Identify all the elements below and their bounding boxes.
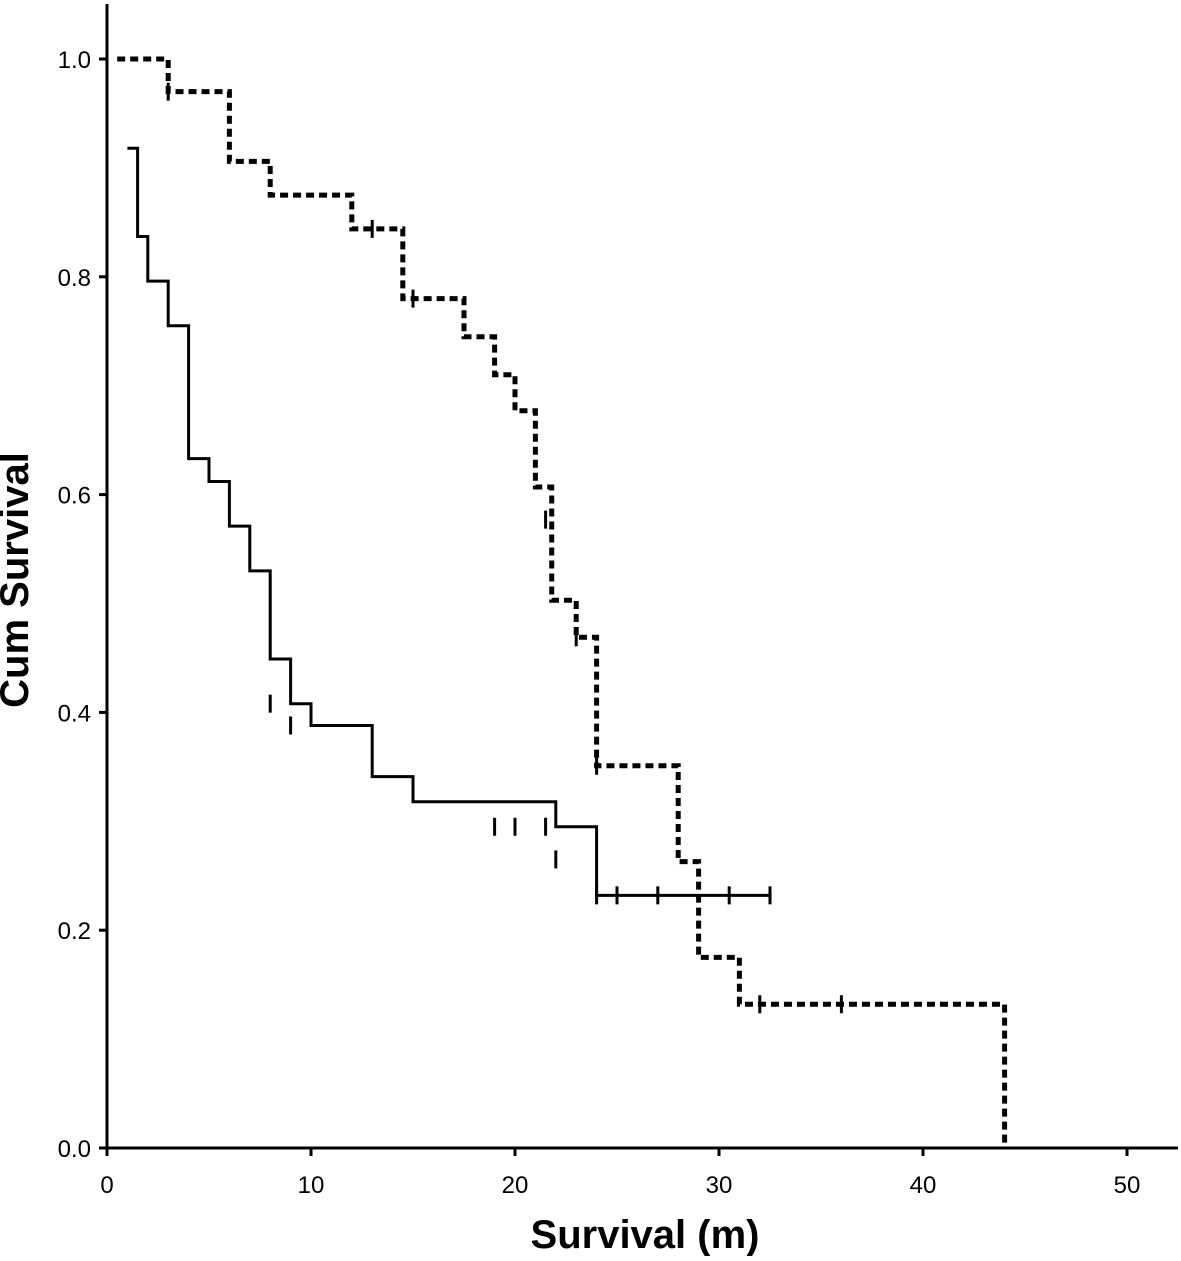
series-layer [117, 56, 1008, 1148]
y-tick-label: 1.0 [58, 47, 91, 74]
y-tick-label: 0.4 [58, 700, 91, 727]
series-dashed [117, 56, 1008, 1148]
y-tick-label: 0.0 [58, 1136, 91, 1163]
x-tick-label: 40 [910, 1172, 937, 1199]
y-axis-title: Cum Survival [0, 452, 37, 708]
x-tick-label: 10 [298, 1172, 325, 1199]
y-tick-label: 0.2 [58, 918, 91, 945]
x-axis-title: Survival (m) [531, 1213, 760, 1256]
series-line-solid [127, 146, 770, 897]
x-tick-label: 50 [1114, 1172, 1141, 1199]
y-tick-label: 0.8 [58, 265, 91, 292]
x-tick-label: 0 [100, 1172, 113, 1199]
x-tick-label: 30 [706, 1172, 733, 1199]
x-tick-label: 20 [502, 1172, 529, 1199]
axes-layer: 0 10 20 30 40 50 0.0 0.2 0.4 0.6 0.8 1.0 [58, 4, 1178, 1199]
y-tick-label: 0.6 [58, 483, 91, 510]
label-layer: Survival (m) Cum Survival [0, 452, 760, 1257]
series-line-dashed [117, 56, 1008, 1148]
series-solid [127, 146, 772, 905]
